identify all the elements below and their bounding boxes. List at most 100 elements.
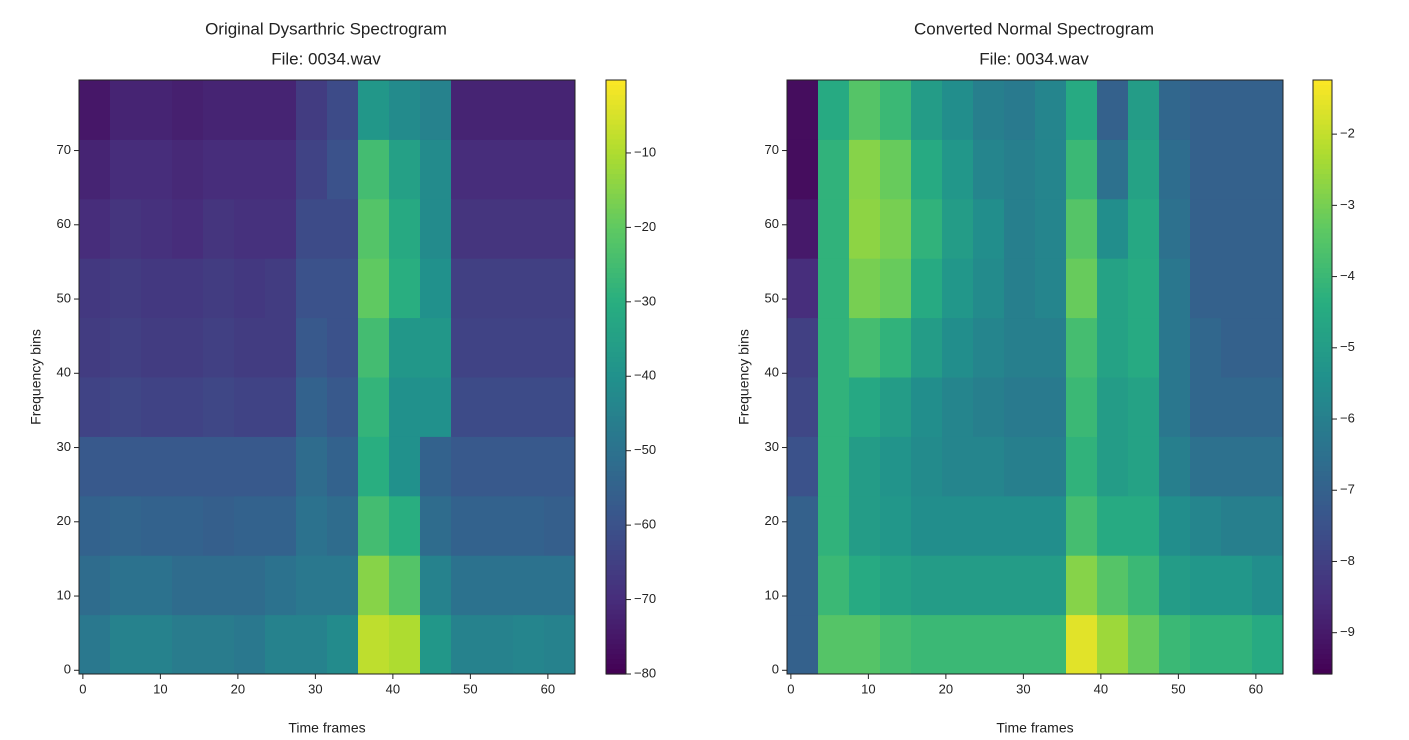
colorbar-segment (606, 89, 626, 96)
heatmap-cell (389, 377, 421, 437)
heatmap-cell (327, 436, 359, 497)
colorbar-segment (606, 490, 626, 497)
colorbar-segment (606, 565, 626, 571)
heatmap-cell (513, 436, 545, 497)
heatmap-cell (203, 198, 235, 259)
colorbar-segment (1313, 476, 1332, 482)
colorbar-segment (1313, 594, 1332, 601)
colorbar-segment (606, 179, 626, 185)
heatmap-cell (79, 317, 111, 378)
colorbar-segment (1313, 416, 1332, 423)
heatmap-cell (420, 258, 452, 319)
heatmap-cell (1221, 258, 1253, 319)
heatmap-cell (942, 317, 974, 378)
heatmap-cell (482, 495, 514, 556)
colorbar-segment (1313, 426, 1332, 433)
colorbar-segment (1313, 490, 1332, 497)
heatmap-cell (265, 198, 297, 259)
colorbar-segment (1313, 624, 1332, 631)
colorbar-frame (605, 79, 627, 675)
heatmap-cell (1159, 80, 1191, 140)
colorbar-segment (1313, 614, 1332, 621)
heatmap-cell (1035, 317, 1067, 378)
heatmap-cell (172, 317, 204, 378)
colorbar-segment (1313, 223, 1332, 230)
heatmap-cell (327, 495, 359, 556)
colorbar-segment (606, 292, 626, 299)
colorbar-segment (606, 426, 626, 433)
colorbar-segment (606, 669, 626, 675)
heatmap-cell (1066, 139, 1098, 200)
heatmap-cell (203, 139, 235, 200)
heatmap-cell (942, 139, 974, 200)
heatmap-cell (1066, 377, 1098, 437)
colorbar-segment (606, 377, 626, 383)
heatmap-cell (880, 555, 912, 616)
heatmap-cell (1097, 436, 1129, 497)
colorbar-segment (606, 228, 626, 235)
heatmap-cell (1252, 436, 1284, 497)
y-tick-label: 50 (57, 290, 71, 305)
colorbar-segment (1313, 164, 1332, 170)
colorbar-segment (606, 213, 626, 220)
colorbar-segment (606, 208, 626, 215)
heatmap-cell (973, 614, 1005, 675)
heatmap-cell (1252, 317, 1284, 378)
heatmap-cell (296, 198, 328, 259)
heatmap-cell (296, 495, 328, 556)
colorbar-segment (1313, 451, 1332, 457)
colorbar-tick-label: −80 (634, 665, 656, 680)
colorbar-segment (1313, 144, 1332, 150)
heatmap-cell (79, 377, 111, 437)
colorbar-segment (1313, 352, 1332, 358)
heatmap-cell (1252, 80, 1284, 140)
colorbar-segment (1313, 485, 1332, 492)
colorbar-segment (606, 169, 626, 175)
colorbar-segment (606, 203, 626, 210)
colorbar-segment (606, 238, 626, 244)
heatmap-cell (513, 198, 545, 259)
colorbar-segment (606, 327, 626, 334)
colorbar-segment (1313, 268, 1332, 274)
x-tick-label: 30 (308, 681, 322, 696)
heatmap-cell (544, 377, 576, 437)
colorbar-segment (1313, 119, 1332, 126)
heatmap-cell (172, 555, 204, 616)
colorbar-segment (1313, 263, 1332, 269)
colorbar-segment (606, 550, 626, 556)
colorbar-segment (606, 99, 626, 106)
colorbar-segment (1313, 124, 1332, 131)
colorbar-segment (1313, 570, 1332, 576)
heatmap-cell (849, 495, 881, 556)
heatmap-cell (1004, 377, 1036, 437)
heatmap-cell (1190, 198, 1222, 259)
colorbar-segment (606, 570, 626, 576)
heatmap-cell (451, 80, 483, 140)
heatmap-cell (327, 377, 359, 437)
heatmap-cell (296, 317, 328, 378)
x-tick-label: 20 (939, 681, 953, 696)
heatmap-cell (1159, 436, 1191, 497)
colorbar-segment (1313, 80, 1332, 86)
heatmap-cell (1221, 377, 1253, 437)
heatmap-cell (911, 436, 943, 497)
colorbar-segment (1313, 579, 1332, 586)
colorbar-segment (1313, 114, 1332, 121)
colorbar-segment (1313, 589, 1332, 596)
heatmap-cell (79, 436, 111, 497)
heatmap-cell (513, 495, 545, 556)
heatmap-cell (1159, 317, 1191, 378)
colorbar-segment (606, 451, 626, 457)
heatmap-cell (1221, 139, 1253, 200)
heatmap-cell (1190, 139, 1222, 200)
heatmap-cell (265, 317, 297, 378)
heatmap-cell (110, 495, 142, 556)
heatmap-cell (141, 555, 173, 616)
heatmap-cell (1128, 495, 1160, 556)
heatmap-cell (1097, 555, 1129, 616)
colorbar-segment (606, 391, 626, 398)
colorbar-segment (606, 164, 626, 170)
colorbar-segment (606, 352, 626, 358)
heatmap-cell (110, 436, 142, 497)
colorbar-segment (606, 282, 626, 289)
